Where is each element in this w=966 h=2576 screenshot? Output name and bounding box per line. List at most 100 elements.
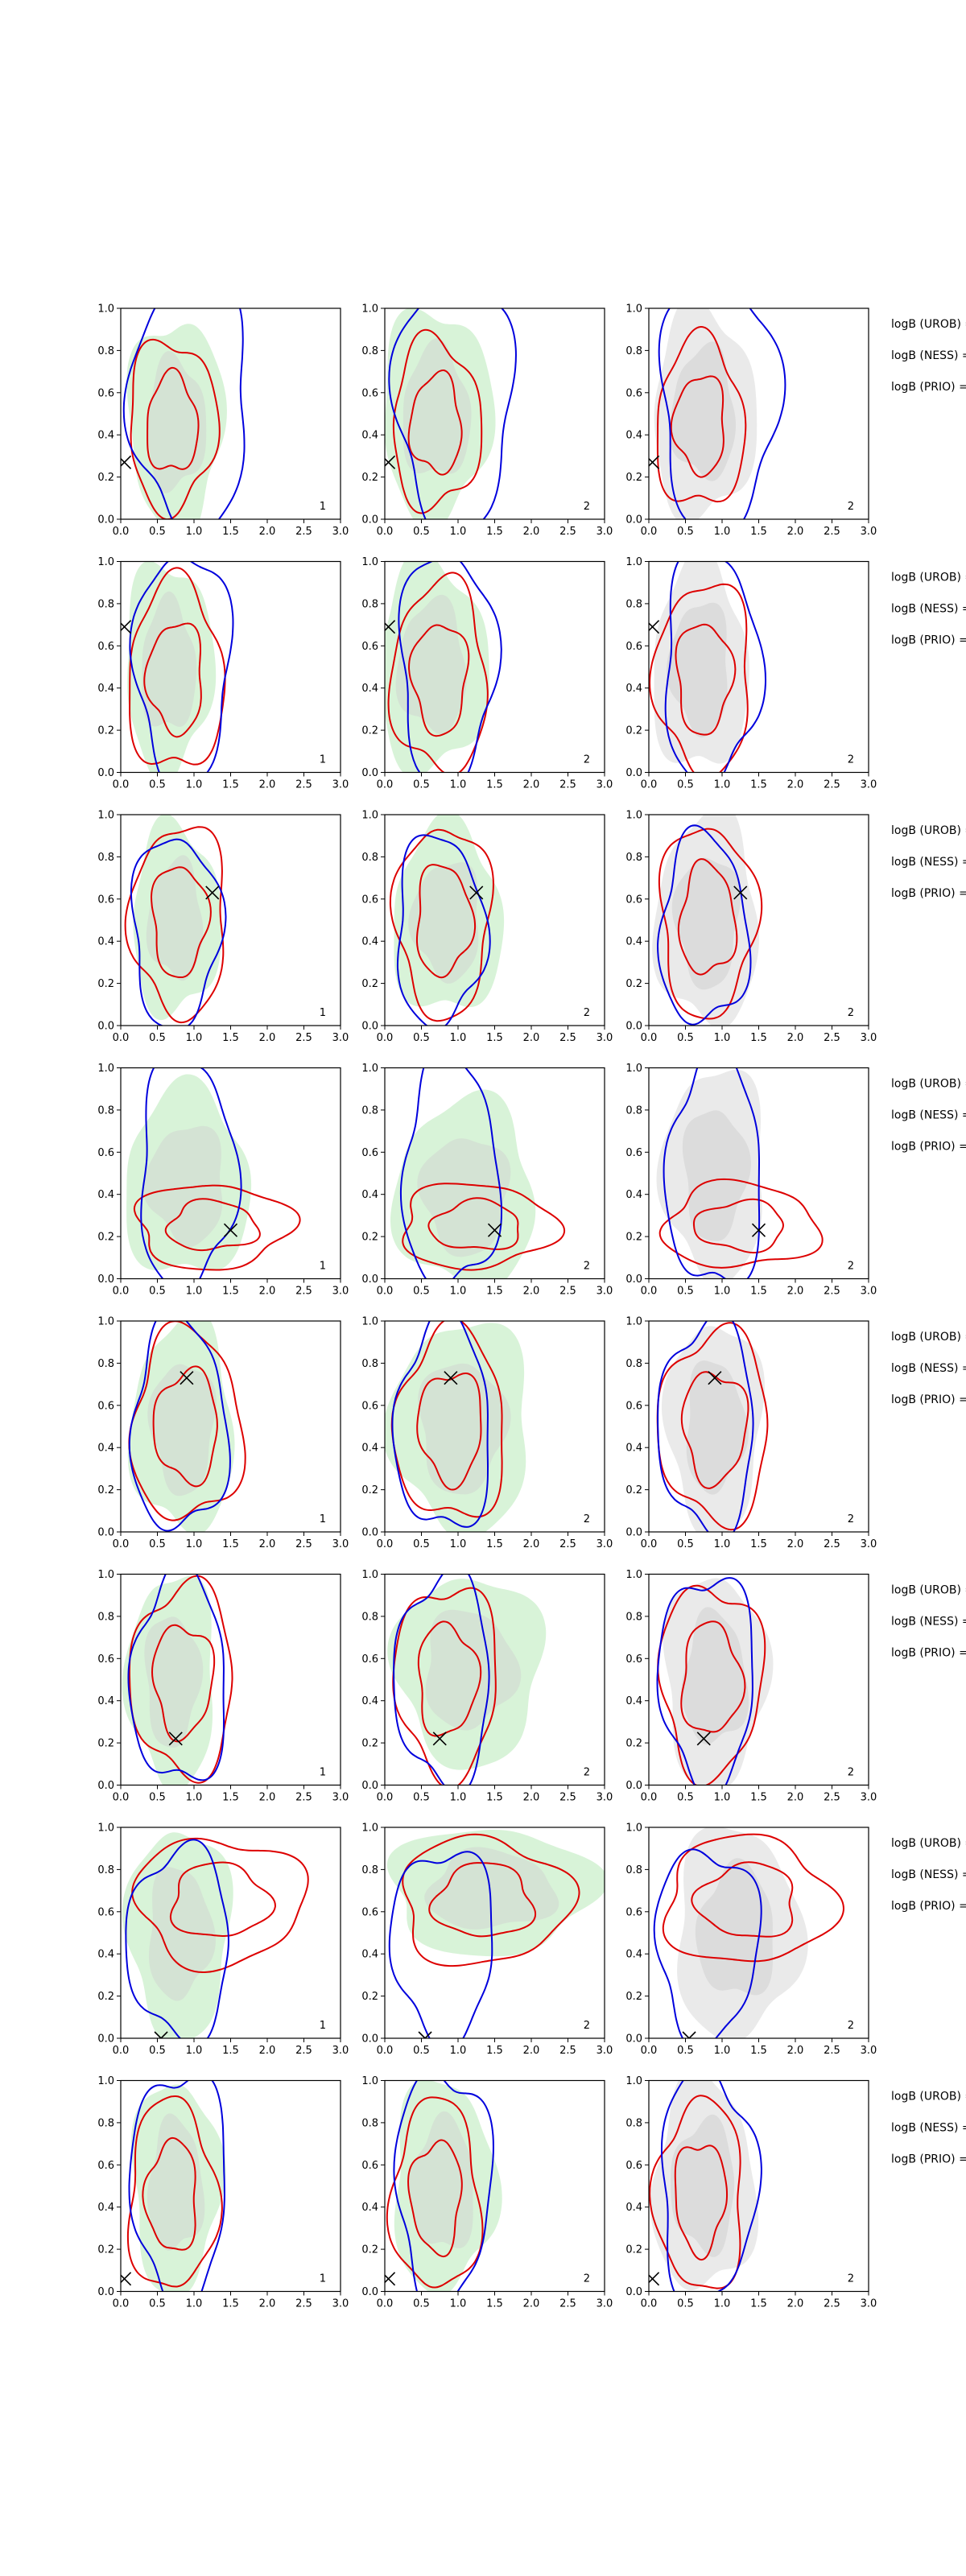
x-tick-label: 2.5 — [559, 779, 576, 791]
y-tick-label: 0.6 — [361, 1653, 378, 1666]
y-tick-label: 1.0 — [361, 810, 378, 822]
x-tick-label: 3.0 — [861, 779, 877, 791]
y-tick-label: 1.0 — [361, 303, 378, 316]
y-tick-label: 0.8 — [625, 1611, 642, 1623]
plot-area — [124, 815, 227, 1026]
x-tick-label: 1.0 — [714, 1792, 731, 1804]
logb-label-3: logB (PRIO) = — [891, 887, 966, 900]
y-tick-label: 1.0 — [625, 1569, 642, 1581]
prio-contour-inner — [680, 1371, 749, 1489]
y-tick-label: 0.8 — [361, 2117, 378, 2129]
y-tick-label: 0.6 — [97, 2160, 114, 2172]
y-tick-label: 0.2 — [361, 472, 378, 484]
x-tick-label: 0.5 — [677, 1792, 694, 1804]
ness-contour — [664, 561, 767, 773]
plot-area — [385, 308, 517, 519]
density-inner — [425, 1609, 522, 1731]
panel-r3-c2: 0.0 0.5 1.0 1.5 2.0 2.5 3.0 0.0 0.2 0.4 0.6 0.8 1.0 2 — [361, 810, 613, 1045]
panel-r4-c3: 0.0 0.5 1.0 1.5 2.0 2.5 3.0 0.0 0.2 0.4 0.6 0.8 1.0 2 — [625, 1063, 877, 1298]
prio-contour-outer — [128, 1575, 233, 1784]
y-tick-label: 0.2 — [97, 2244, 114, 2256]
y-tick-label: 0.0 — [625, 2033, 642, 2046]
y-tick-label: 0.6 — [361, 387, 378, 399]
y-tick-label: 0.6 — [625, 387, 642, 399]
x-tick-label: 1.0 — [186, 1286, 203, 1298]
x-tick-label: 1.5 — [486, 779, 503, 791]
density-inner — [402, 338, 472, 474]
x-tick-label: 1.0 — [450, 1286, 467, 1298]
x-tick-label: 2.5 — [295, 1538, 312, 1550]
y-tick-label: 0.4 — [361, 1443, 378, 1455]
y-tick-label: 0.0 — [625, 2286, 642, 2298]
y-tick-label: 0.4 — [97, 936, 114, 948]
ness-contour — [128, 1321, 231, 1532]
x-tick-label: 0.0 — [641, 1032, 658, 1044]
x-tick-label: 0.0 — [377, 1032, 394, 1044]
prio-contour-outer — [133, 1184, 301, 1271]
y-tick-label: 0.6 — [625, 1147, 642, 1159]
panel-number-label: 2 — [584, 754, 590, 766]
prio-contour-outer — [402, 1183, 566, 1271]
x-tick-label: 0.0 — [377, 1792, 394, 1804]
true-value-marker — [418, 2031, 432, 2038]
x-tick-label: 2.0 — [259, 2045, 276, 2057]
y-tick-label: 0.2 — [625, 2244, 642, 2256]
x-tick-label: 1.0 — [714, 1032, 731, 1044]
x-tick-label: 2.5 — [295, 2045, 312, 2057]
x-tick-label: 0.0 — [641, 779, 658, 791]
panel-r7-c1: 0.0 0.5 1.0 1.5 2.0 2.5 3.0 0.0 0.2 0.4 0.6 0.8 1.0 1 — [97, 1823, 349, 2058]
y-tick-label: 0.0 — [625, 1527, 642, 1539]
x-tick-label: 2.5 — [295, 2298, 312, 2310]
true-value-marker — [223, 1223, 238, 1237]
density-inner — [424, 1847, 559, 1930]
logb-label-1: logB (UROB) = — [891, 1078, 966, 1091]
plot-area — [122, 1574, 233, 1785]
true-value-marker — [385, 455, 396, 469]
x-tick-label: 1.0 — [714, 1286, 731, 1298]
y-tick-label: 0.8 — [361, 598, 378, 610]
y-tick-label: 0.2 — [97, 978, 114, 990]
x-tick-label: 3.0 — [597, 779, 613, 791]
uniform-density-outer — [386, 1829, 605, 1957]
true-value-marker — [696, 1732, 711, 1746]
y-tick-label: 0.4 — [97, 1443, 114, 1455]
logb-label-3: logB (PRIO) = — [891, 381, 966, 394]
prio-contour-inner — [416, 1372, 482, 1491]
panel-number-label: 2 — [848, 501, 854, 513]
ness-contour — [128, 2080, 225, 2292]
ness-contour — [656, 1577, 753, 1785]
y-tick-label: 0.4 — [97, 2202, 114, 2214]
y-tick-label: 0.2 — [361, 2244, 378, 2256]
x-tick-label: 1.5 — [750, 1032, 767, 1044]
panel-number-label: 1 — [320, 2020, 326, 2032]
y-tick-label: 0.2 — [625, 978, 642, 990]
ness-contour — [657, 824, 752, 1026]
panel-number-label: 2 — [584, 2273, 590, 2285]
x-tick-label: 0.0 — [641, 2298, 658, 2310]
x-tick-label: 3.0 — [332, 1792, 349, 1804]
y-tick-label: 0.0 — [361, 1021, 378, 1033]
x-tick-label: 0.5 — [677, 1538, 694, 1550]
plot-area — [656, 1577, 774, 1785]
x-tick-label: 3.0 — [861, 1538, 877, 1550]
y-tick-label: 0.4 — [361, 1949, 378, 1961]
prio-contour-outer — [124, 826, 225, 1024]
prio-contour-inner — [417, 1620, 482, 1737]
x-tick-label: 1.0 — [450, 2298, 467, 2310]
x-tick-label: 0.0 — [641, 1286, 658, 1298]
x-tick-label: 0.0 — [113, 1792, 130, 1804]
x-tick-label: 0.5 — [413, 1286, 430, 1298]
x-tick-label: 3.0 — [861, 1286, 877, 1298]
x-tick-label: 3.0 — [597, 1538, 613, 1550]
prio-contour-inner — [670, 375, 724, 478]
y-tick-label: 0.2 — [625, 472, 642, 484]
panel-r8-c2: 0.0 0.5 1.0 1.5 2.0 2.5 3.0 0.0 0.2 0.4 0.6 0.8 1.0 2 — [361, 2075, 613, 2310]
x-tick-label: 1.5 — [222, 1792, 239, 1804]
true-value-marker — [444, 1371, 458, 1385]
y-tick-label: 0.4 — [625, 936, 642, 948]
x-tick-label: 2.5 — [824, 526, 840, 538]
true-value-marker — [385, 2272, 396, 2286]
x-tick-label: 0.0 — [113, 1538, 130, 1550]
x-tick-label: 1.5 — [486, 2298, 503, 2310]
ness-contour — [653, 1848, 762, 2038]
